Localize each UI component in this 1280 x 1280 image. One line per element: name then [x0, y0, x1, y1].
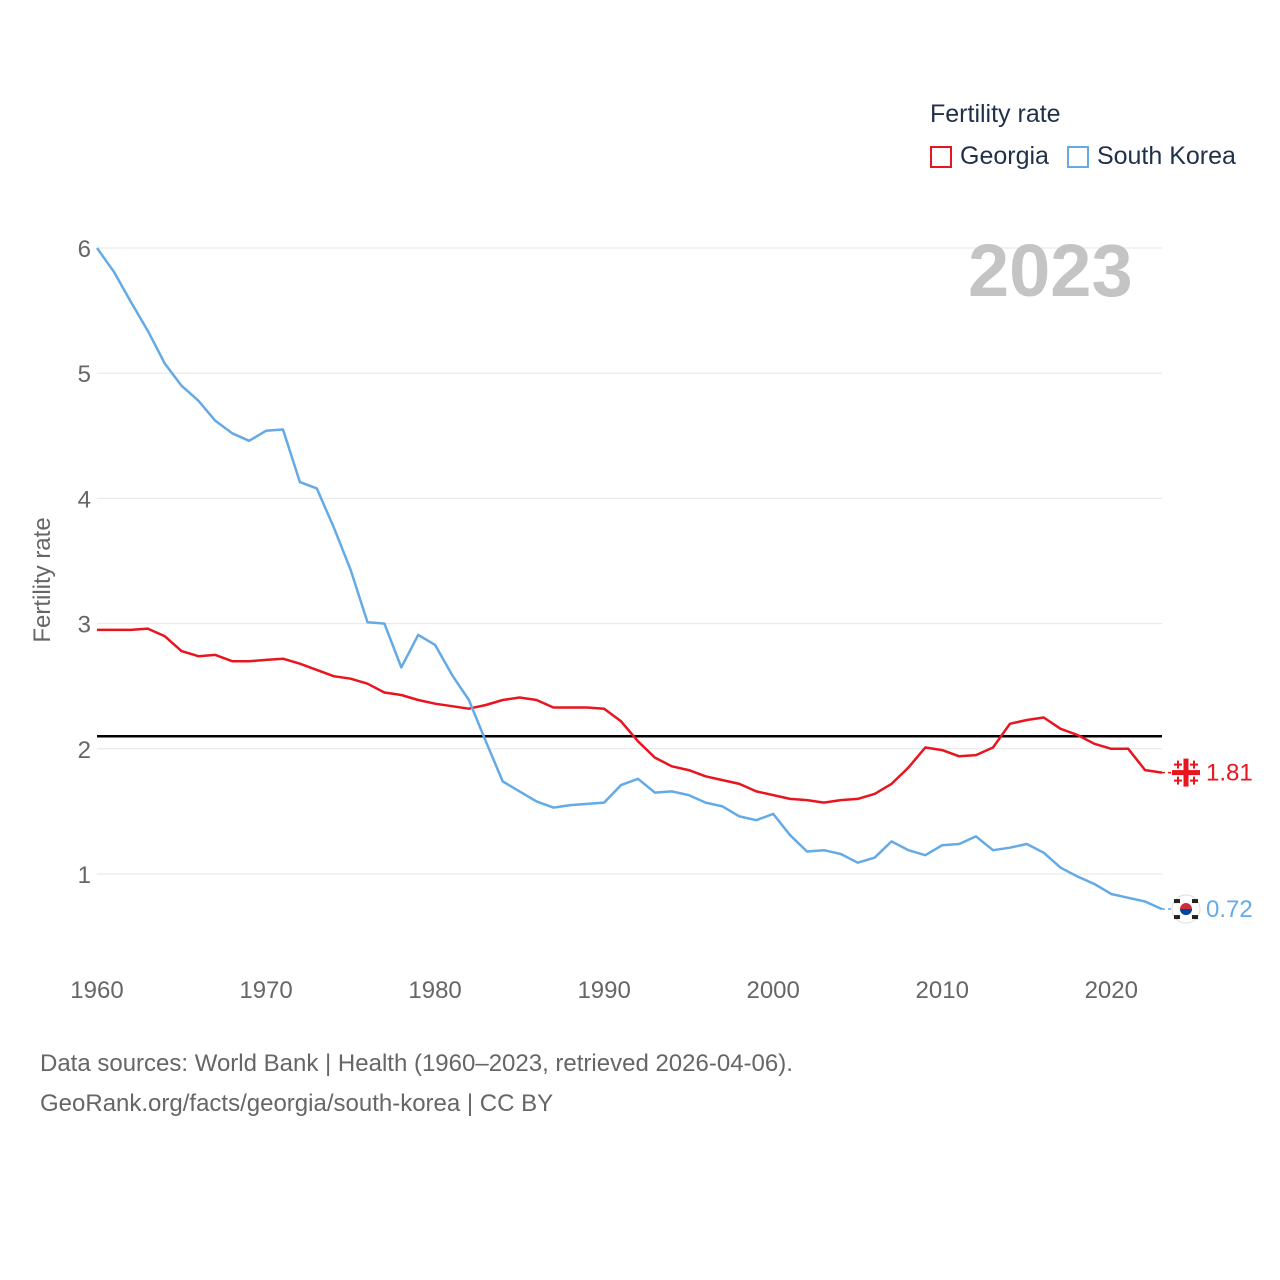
y-axis-title: Fertility rate [29, 517, 56, 643]
flag-trigram-0 [1174, 899, 1180, 904]
flag-trigram-2 [1174, 915, 1180, 920]
y-tick-label-4: 4 [78, 486, 91, 513]
flag-trigram-1 [1192, 899, 1198, 904]
end-label-south-korea: 0.72 [1206, 896, 1253, 923]
legend-item-georgia[interactable]: Georgia [930, 142, 1049, 171]
source-note: Data sources: World Bank | Health (1960–… [40, 1044, 793, 1124]
flag-small-cross-h1 [1190, 763, 1198, 766]
flag-cross-v [1183, 758, 1189, 787]
flag-small-cross-h3 [1190, 779, 1198, 782]
x-tick-label-2010: 2010 [916, 977, 969, 1004]
end-labels: 1.81 0.72 [1162, 758, 1253, 924]
legend-title: Fertility rate [930, 100, 1061, 128]
y-tick-label-1: 1 [78, 862, 91, 889]
flag-small-cross-h2 [1174, 779, 1182, 782]
x-tick-label-1960: 1960 [70, 977, 123, 1004]
series-line-georgia [97, 627, 1163, 804]
legend: Georgia South Korea [930, 142, 1254, 171]
x-axis: 1960 1970 1980 1990 2000 2010 2020 [70, 977, 1138, 1004]
series-line-south-korea [95, 247, 1163, 911]
flag-taeguk-bottom [1180, 909, 1192, 916]
y-axis: 1 2 3 4 5 6 [78, 236, 91, 889]
series-lines [95, 247, 1163, 911]
flag-south-korea-icon [1171, 894, 1201, 924]
x-tick-label-1990: 1990 [577, 977, 630, 1004]
y-tick-label-5: 5 [78, 361, 91, 388]
end-label-georgia: 1.81 [1206, 760, 1253, 787]
flag-trigram-3 [1192, 915, 1198, 920]
source-line-1: Data sources: World Bank | Health (1960–… [40, 1050, 793, 1077]
x-tick-label-2000: 2000 [746, 977, 799, 1004]
flag-georgia-icon [1172, 758, 1200, 787]
x-tick-label-2020: 2020 [1085, 977, 1138, 1004]
legend-swatch-georgia [930, 145, 952, 168]
x-tick-label-1980: 1980 [408, 977, 461, 1004]
y-tick-label-3: 3 [78, 612, 91, 639]
gridlines [97, 247, 1162, 875]
legend-label-south-korea: South Korea [1096, 142, 1236, 170]
legend-swatch-south-korea [1066, 145, 1089, 168]
legend-item-south-korea[interactable]: South Korea [1066, 142, 1236, 171]
source-line-2[interactable]: GeoRank.org/facts/georgia/south-korea | … [40, 1090, 554, 1117]
y-tick-label-6: 6 [78, 236, 91, 263]
y-tick-label-2: 2 [78, 737, 91, 764]
legend-label-georgia: Georgia [960, 142, 1049, 170]
x-tick-label-1970: 1970 [239, 977, 292, 1004]
flag-small-cross-h0 [1174, 763, 1182, 766]
year-stamp: 2023 [968, 229, 1133, 312]
